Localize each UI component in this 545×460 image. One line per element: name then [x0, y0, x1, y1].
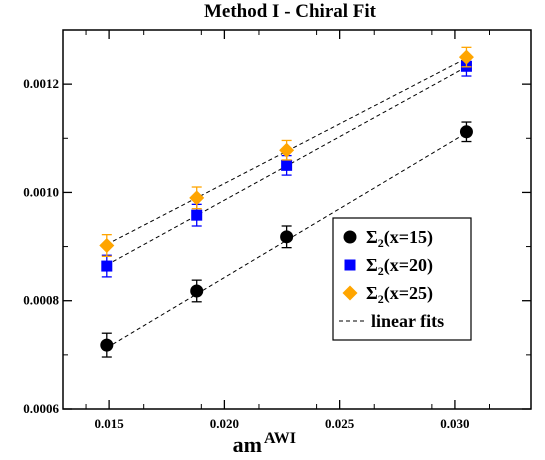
legend-label: Σ2(x=25): [366, 283, 433, 306]
data-point: [101, 260, 113, 272]
fit-line: [106, 57, 467, 245]
y-tick-label: 0.0012: [23, 76, 59, 91]
data-point: [281, 159, 293, 171]
data-series: [99, 46, 474, 257]
data-point: [459, 125, 473, 139]
legend-marker: [342, 285, 358, 301]
y-tick-label: 0.0010: [23, 184, 59, 199]
x-axis-label: am: [233, 432, 262, 457]
legend-marker: [344, 259, 356, 271]
x-axis-label-superscript: AWI: [264, 430, 296, 447]
plot-area: [99, 46, 474, 358]
data-point: [458, 49, 474, 65]
legend-label: Σ2(x=15): [366, 227, 433, 250]
axes: 0.015 0.020 0.025 0.030 0.0006 0.0008 0.0010 0.…: [23, 30, 531, 431]
x-tick-label: 0.025: [325, 416, 355, 431]
x-tick-label: 0.020: [210, 416, 239, 431]
legend-label: linear fits: [371, 311, 444, 331]
legend: Σ2(x=15) Σ2(x=20) Σ2(x=25) linear fits: [332, 217, 472, 341]
legend-label: Σ2(x=20): [366, 255, 433, 278]
plot-frame: [62, 29, 532, 410]
data-point: [190, 284, 204, 298]
data-point: [99, 237, 115, 253]
y-tick-label: 0.0008: [23, 293, 59, 308]
data-point: [100, 338, 114, 352]
data-point: [191, 209, 203, 221]
data-point: [280, 230, 294, 244]
data-series: [100, 121, 473, 358]
y-tick-label: 0.0006: [23, 401, 59, 416]
data-point: [279, 142, 295, 158]
data-point: [189, 190, 205, 206]
x-tick-label: 0.015: [94, 416, 124, 431]
chart-title: Method I - Chiral Fit: [204, 1, 377, 22]
x-tick-label: 0.030: [440, 416, 469, 431]
legend-marker: [343, 230, 357, 244]
